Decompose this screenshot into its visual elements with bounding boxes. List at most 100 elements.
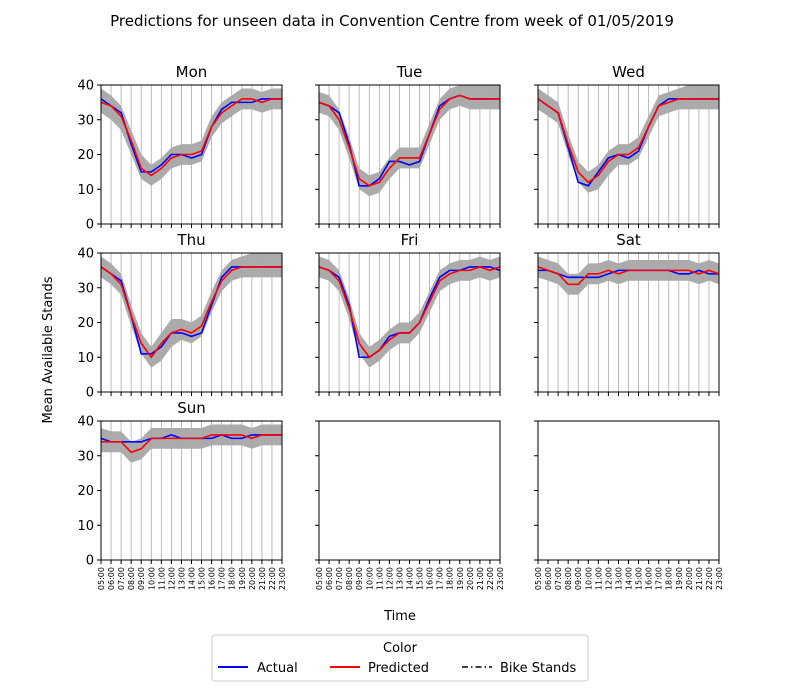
x-tick-label: 07:00 — [554, 567, 563, 590]
x-tick-label: 15:00 — [198, 567, 207, 590]
x-tick-label: 14:00 — [625, 567, 634, 590]
x-tick-label: 15:00 — [635, 567, 644, 590]
x-tick-label: 20:00 — [685, 567, 694, 590]
series-predicted — [318, 94, 500, 187]
y-tick-label: 20 — [77, 148, 94, 163]
plot-area — [538, 421, 719, 560]
x-tick-label: 05:00 — [97, 567, 106, 590]
x-tick-label: 19:00 — [238, 567, 247, 590]
legend-title: Color — [383, 641, 418, 656]
series-predicted — [100, 98, 282, 177]
x-tick-label: 22:00 — [705, 567, 714, 590]
x-tick-label: 07:00 — [335, 567, 344, 590]
x-tick-label: 11:00 — [375, 567, 384, 590]
x-tick-label: 14:00 — [406, 567, 415, 590]
x-tick-label: 10:00 — [584, 567, 593, 590]
x-tick-label: 16:00 — [645, 567, 654, 590]
series-actual — [100, 98, 282, 173]
y-tick-label: 0 — [86, 554, 94, 569]
y-tick-label: 40 — [77, 79, 94, 94]
legend-label-bike-stands: Bike Stands — [500, 661, 577, 676]
x-tick-label: 17:00 — [436, 567, 445, 590]
figure-title: Predictions for unseen data in Conventio… — [110, 12, 674, 30]
subplot-title: Mon — [176, 63, 208, 81]
x-tick-label: 08:00 — [127, 567, 136, 590]
subplot-sun: Sun 0 10 20 30 40 05:00 06:00 07:00 08:00 09:00 10:… — [77, 399, 287, 590]
y-tick-label: 30 — [77, 113, 94, 128]
legend: Color Actual Predicted Bike Stands — [211, 634, 589, 682]
x-tick-label: 08:00 — [345, 567, 354, 590]
series-predicted — [318, 266, 501, 359]
x-tick-label: 11:00 — [157, 567, 166, 590]
x-tick-label: 18:00 — [228, 567, 237, 590]
x-tick-label: 19:00 — [456, 567, 465, 590]
subplot-fri: Fri — [315, 231, 501, 396]
legend-label-actual: Actual — [257, 661, 298, 676]
x-axis-label: Time — [383, 609, 416, 624]
x-tick-label: 22:00 — [268, 567, 277, 590]
series-predicted — [100, 266, 282, 359]
confidence-band — [101, 253, 282, 368]
x-tick-label: 15:00 — [416, 567, 425, 590]
subplot-title: Tue — [396, 63, 423, 81]
x-tick-label: 17:00 — [218, 567, 227, 590]
y-axis-label: Mean Available Stands — [41, 276, 56, 423]
x-tick-label: 13:00 — [395, 567, 404, 590]
confidence-band — [538, 85, 719, 193]
x-tick-label: 16:00 — [208, 567, 217, 590]
x-tick-label: 05:00 — [315, 567, 324, 590]
y-tick-label: 10 — [77, 351, 94, 366]
subplot-title: Sun — [177, 399, 206, 417]
y-tick-label: 20 — [77, 316, 94, 331]
x-tick-label: 13:00 — [177, 567, 186, 590]
y-tick-label: 30 — [77, 449, 94, 464]
confidence-band — [319, 85, 500, 197]
series-predicted — [101, 434, 282, 454]
x-tick-label: 21:00 — [476, 567, 485, 590]
x-tick-label: 23:00 — [715, 567, 724, 590]
x-tick-label: 09:00 — [137, 567, 146, 590]
x-tick-label: 05:00 — [534, 567, 543, 590]
y-tick-label: 40 — [77, 247, 94, 262]
x-tick-label: 09:00 — [355, 567, 364, 590]
x-tick-label: 18:00 — [446, 567, 455, 590]
series-predicted — [537, 98, 719, 184]
plot-area — [319, 421, 500, 560]
confidence-band — [319, 256, 500, 368]
x-tick-label: 06:00 — [107, 567, 116, 590]
x-tick-label: 22:00 — [486, 567, 495, 590]
subplot-title: Sat — [616, 231, 641, 249]
y-tick-label: 30 — [77, 281, 94, 296]
x-tick-label: 20:00 — [466, 567, 475, 590]
x-tick-label: 10:00 — [147, 567, 156, 590]
y-tick-label: 0 — [86, 218, 94, 233]
series-predicted — [537, 266, 720, 286]
x-tick-label: 06:00 — [544, 567, 553, 590]
x-tick-label: 12:00 — [167, 567, 176, 590]
subplot-wed: Wed — [534, 63, 720, 228]
x-tick-label: 16:00 — [426, 567, 435, 590]
subplot-empty-7: 05:00 06:00 07:00 08:00 09:00 10:00 11:00 12:00… — [315, 420, 505, 590]
x-tick-label: 18:00 — [665, 567, 674, 590]
x-tick-label: 10:00 — [365, 567, 374, 590]
x-tick-label: 11:00 — [594, 567, 603, 590]
y-tick-label: 0 — [86, 386, 94, 401]
subplot-sat: Sat — [534, 231, 720, 396]
x-tick-label: 09:00 — [574, 567, 583, 590]
x-tick-label: 13:00 — [614, 567, 623, 590]
x-tick-label: 21:00 — [695, 567, 704, 590]
subplot-title: Thu — [176, 231, 205, 249]
x-tick-label: 23:00 — [278, 567, 287, 590]
x-tick-label: 06:00 — [325, 567, 334, 590]
subplot-tue: Tue — [315, 63, 501, 228]
x-tick-label: 20:00 — [248, 567, 257, 590]
y-tick-label: 20 — [77, 484, 94, 499]
legend-frame — [211, 634, 589, 682]
x-tick-label: 21:00 — [258, 567, 267, 590]
x-tick-label: 07:00 — [117, 567, 126, 590]
subplot-mon: Mon 0 10 20 30 40 — [77, 63, 283, 233]
y-tick-label: 10 — [77, 183, 94, 198]
x-tick-label: 23:00 — [496, 567, 505, 590]
x-tick-label: 12:00 — [385, 567, 394, 590]
